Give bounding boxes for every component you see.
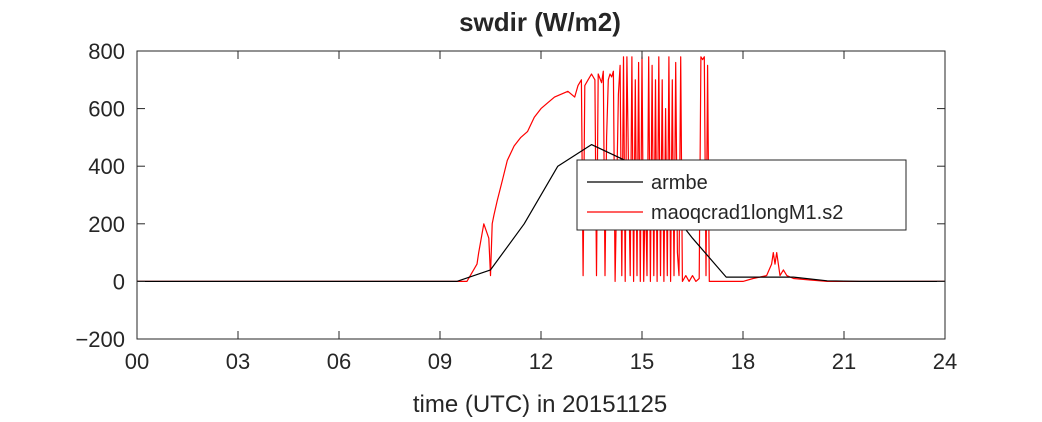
y-tick-label: 0 bbox=[113, 269, 125, 294]
x-axis-label: time (UTC) in 20151125 bbox=[413, 391, 667, 417]
y-tick-label: 600 bbox=[88, 97, 125, 122]
y-tick-label: 200 bbox=[88, 212, 125, 237]
legend: armbe maoqcrad1longM1.s2 bbox=[576, 159, 907, 231]
x-tick-label: 06 bbox=[327, 349, 351, 374]
ticks-layer: 00 03 06 09 12 15 18 21 24 −200 0 200 400 600 800 bbox=[75, 39, 957, 374]
legend-label-maoqcrad1longm1-s2: maoqcrad1longM1.s2 bbox=[651, 202, 843, 224]
x-tick-label: 00 bbox=[125, 349, 149, 374]
y-tick-label: 800 bbox=[88, 39, 125, 64]
x-tick-label: 21 bbox=[832, 349, 856, 374]
chart-title: swdir (W/m2) bbox=[459, 7, 621, 37]
x-tick-label: 18 bbox=[731, 349, 755, 374]
legend-label-armbe: armbe bbox=[651, 172, 708, 194]
x-tick-label: 24 bbox=[933, 349, 957, 374]
x-tick-label: 12 bbox=[529, 349, 553, 374]
y-tick-label: −200 bbox=[75, 327, 125, 352]
x-tick-label: 15 bbox=[630, 349, 654, 374]
x-tick-label: 03 bbox=[226, 349, 250, 374]
y-tick-label: 400 bbox=[88, 154, 125, 179]
legend-box bbox=[576, 159, 907, 231]
x-tick-label: 09 bbox=[428, 349, 452, 374]
